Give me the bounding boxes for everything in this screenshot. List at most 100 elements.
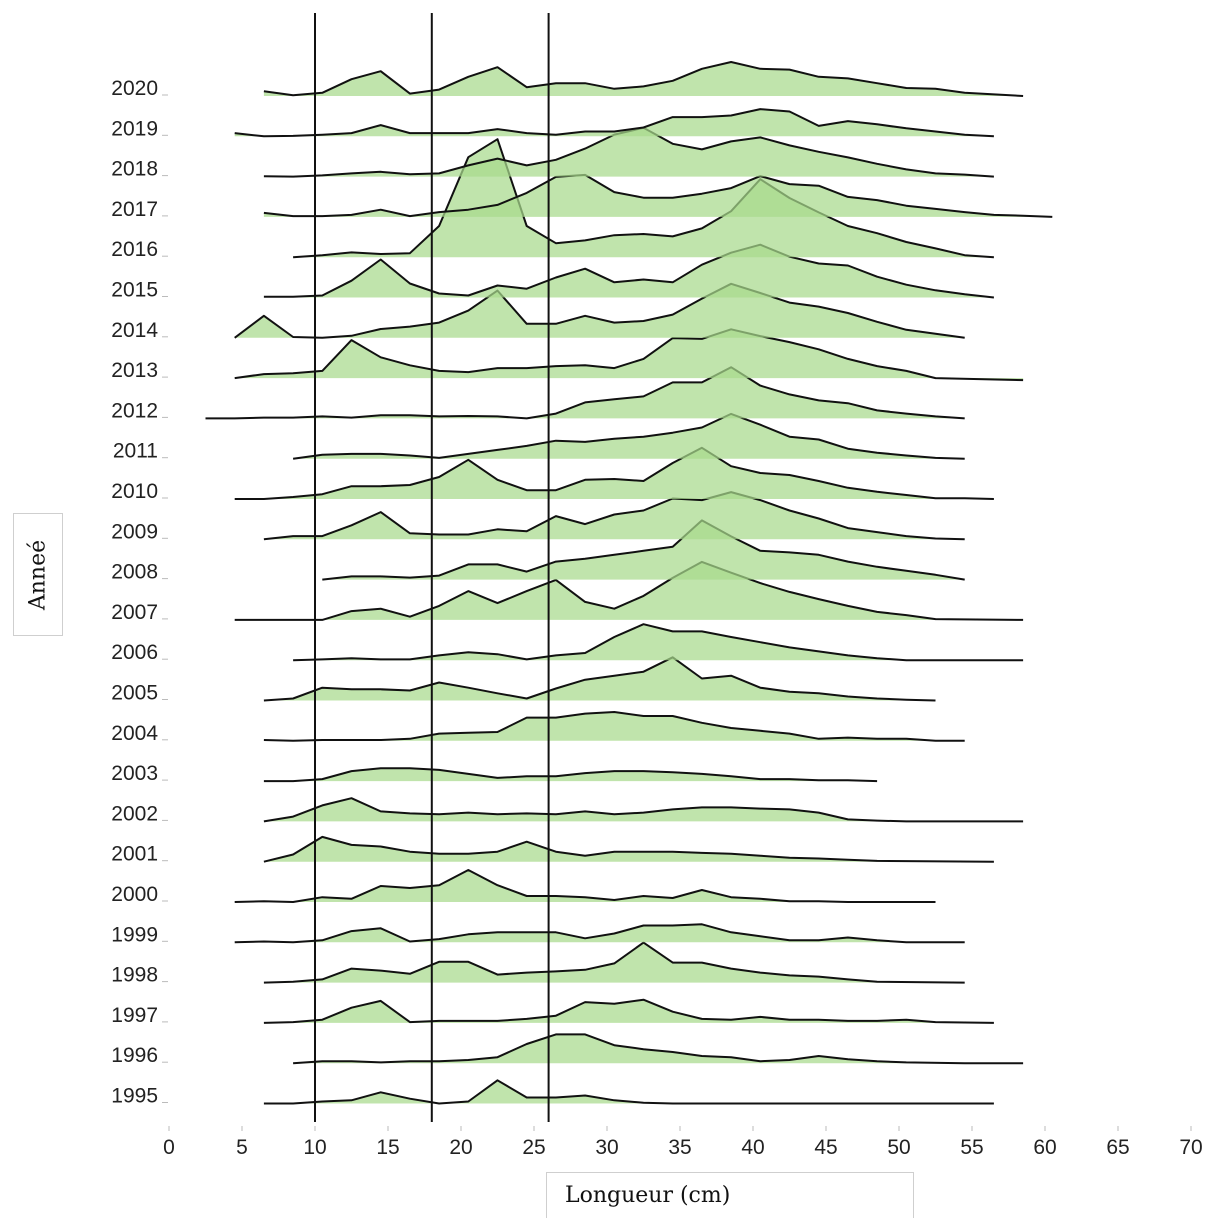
ridge-2005 — [263, 656, 936, 702]
ridge-area-2011 — [293, 413, 965, 459]
ridge-area-2004 — [263, 712, 965, 741]
ridge-area-1998 — [263, 942, 965, 983]
year-label-2001: 2001 — [111, 843, 158, 866]
x-tick-label-0: 0 — [163, 1136, 175, 1159]
ridge-line-1999 — [234, 923, 965, 944]
x-tick-label-60: 60 — [1033, 1136, 1056, 1159]
ridge-area-2003 — [263, 768, 878, 782]
ridge-2004 — [263, 711, 965, 742]
ridge-2002 — [263, 797, 1024, 823]
ridge-line-2002 — [263, 797, 1024, 823]
ridge-line-1998 — [263, 941, 965, 984]
ridge-area-2006 — [293, 624, 1024, 661]
ridge-2003 — [263, 767, 878, 783]
year-label-2016: 2016 — [111, 238, 158, 261]
ridge-area-2009 — [263, 492, 965, 540]
year-label-2014: 2014 — [111, 319, 158, 342]
ridge-area-2019 — [234, 109, 994, 137]
ridge-area-1999 — [234, 924, 965, 943]
ridge-2014 — [234, 282, 965, 339]
ridge-area-1995 — [263, 1080, 994, 1104]
ridge-1998 — [263, 941, 965, 984]
year-label-1999: 1999 — [111, 923, 158, 946]
year-label-1998: 1998 — [111, 964, 158, 987]
ridge-2009 — [263, 491, 965, 541]
ridge-area-2013 — [234, 329, 1024, 381]
ridge-2011 — [292, 412, 965, 460]
ridge-line-2014 — [234, 282, 965, 339]
ridge-2017 — [263, 173, 1053, 218]
ridge-line-2008 — [322, 519, 965, 581]
ridge-line-2010 — [234, 446, 994, 500]
x-tick-label-50: 50 — [887, 1136, 910, 1159]
year-label-2000: 2000 — [111, 883, 158, 906]
ridge-area-2005 — [263, 657, 936, 701]
ridge-line-2006 — [293, 623, 1024, 662]
year-label-2010: 2010 — [111, 480, 158, 503]
year-label-2004: 2004 — [111, 722, 158, 745]
year-label-2020: 2020 — [111, 77, 158, 100]
reference-lines — [314, 13, 550, 1122]
ridge-1996 — [293, 1033, 1024, 1065]
x-axis-title: Longueur (cm) — [565, 1183, 731, 1208]
ridge-2001 — [263, 835, 994, 863]
year-label-1997: 1997 — [111, 1004, 158, 1027]
ridge-1999 — [234, 923, 965, 944]
year-labels: 1995 1996 1997 1998 1999 2000 2001 2002 2003 2004… — [111, 77, 168, 1108]
ridge-area-2002 — [263, 798, 1024, 822]
year-label-2003: 2003 — [111, 762, 158, 785]
ridge-2019 — [234, 108, 994, 138]
y-axis-title: Anneé — [25, 539, 51, 610]
ridge-line-2000 — [234, 869, 936, 903]
ridge-1995 — [263, 1079, 994, 1105]
ridge-line-2013 — [234, 328, 1024, 382]
ridge-line-2003 — [263, 767, 878, 783]
ridge-area-2010 — [234, 447, 994, 499]
ridge-area-2000 — [234, 870, 936, 902]
year-label-2002: 2002 — [111, 802, 158, 825]
year-label-2018: 2018 — [111, 158, 158, 181]
ridge-2007 — [234, 560, 1024, 621]
ridge-line-2017 — [263, 173, 1053, 218]
year-label-2019: 2019 — [111, 117, 158, 140]
ridge-line-2001 — [263, 835, 994, 863]
ridge-area-2001 — [263, 836, 994, 862]
year-label-2013: 2013 — [111, 359, 158, 382]
ridge-line-2016 — [293, 138, 994, 259]
x-tick-label-65: 65 — [1106, 1136, 1129, 1159]
ridge-line-2009 — [263, 491, 965, 541]
ridge-line-2015 — [263, 243, 995, 299]
x-tick-label-55: 55 — [960, 1136, 983, 1159]
ridge-2006 — [293, 623, 1024, 662]
ridge-area-2014 — [234, 283, 965, 338]
year-label-2005: 2005 — [111, 682, 158, 705]
ridge-2013 — [234, 328, 1024, 382]
y-axis-title-box: Anneé — [13, 513, 63, 636]
ridge-area-2018 — [263, 127, 994, 177]
ridge-line-2012 — [205, 366, 965, 420]
ridge-area-2020 — [263, 62, 1024, 96]
year-label-2015: 2015 — [111, 279, 158, 302]
year-label-2006: 2006 — [111, 641, 158, 664]
ridge-2000 — [234, 869, 936, 903]
year-label-2007: 2007 — [111, 601, 158, 624]
year-label-2012: 2012 — [111, 399, 158, 422]
ridge-area-2007 — [234, 561, 1024, 620]
ridge-2008 — [322, 519, 965, 581]
ridge-area-2012 — [205, 367, 965, 419]
ridge-area-1996 — [293, 1034, 1024, 1064]
x-tick-label-15: 15 — [376, 1136, 399, 1159]
year-label-2011: 2011 — [113, 440, 158, 463]
x-tick-label-25: 25 — [522, 1136, 545, 1159]
ridge-2015 — [263, 243, 995, 299]
year-label-1996: 1996 — [111, 1044, 158, 1067]
x-tick-label-45: 45 — [814, 1136, 837, 1159]
ridge-line-2020 — [263, 61, 1024, 97]
ridge-area-2017 — [263, 174, 1053, 217]
ridge-2012 — [205, 366, 965, 420]
ridge-1997 — [263, 998, 994, 1024]
ridge-line-2007 — [234, 560, 1024, 621]
x-axis-ticks: 0 5 10 15 20 25 30 35 40 45 50 55 60 65 70 — [163, 1126, 1203, 1159]
ridge-line-2005 — [263, 656, 936, 702]
